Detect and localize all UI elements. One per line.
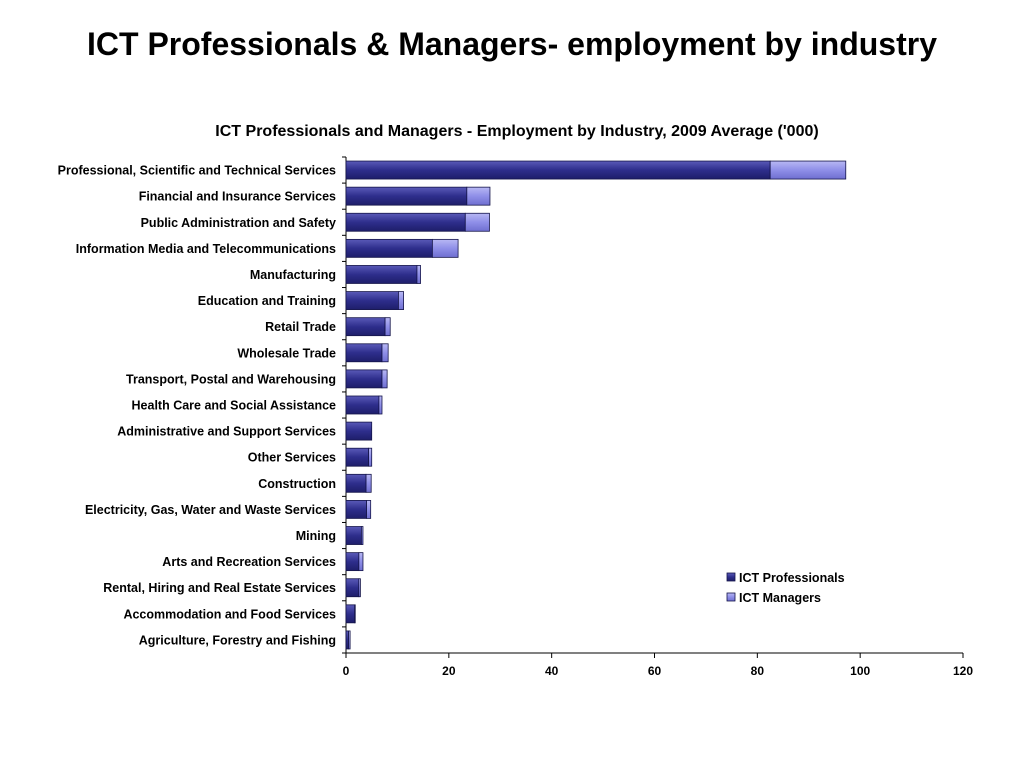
bar-ict-managers <box>466 186 491 206</box>
x-tick-label: 100 <box>850 664 870 678</box>
x-tick-label: 20 <box>442 664 456 678</box>
bar-ict-professionals <box>345 552 360 572</box>
bar-ict-professionals <box>345 212 466 232</box>
bar-ict-managers <box>431 238 459 258</box>
bar-ict-professionals <box>345 447 370 467</box>
bar-ict-professionals <box>345 160 771 180</box>
bar-ict-professionals <box>345 317 386 337</box>
legend-swatch-ict-managers <box>726 592 736 602</box>
category-label: Health Care and Social Assistance <box>132 399 337 413</box>
bar-ict-managers <box>378 395 383 415</box>
category-label: Electricity, Gas, Water and Waste Servic… <box>85 503 336 517</box>
legend-swatch-ict-professionals <box>726 572 736 582</box>
bar-ict-professionals <box>345 291 399 310</box>
bar-ict-managers <box>398 291 404 310</box>
bar-ict-managers <box>416 265 421 284</box>
category-label: Manufacturing <box>250 268 336 282</box>
bar-ict-managers <box>348 630 351 650</box>
bar-ict-professionals <box>345 526 362 545</box>
category-label: Administrative and Support Services <box>117 425 336 439</box>
bar-ict-professionals <box>345 343 383 363</box>
legend-label-ict-managers: ICT Managers <box>739 591 821 605</box>
category-label: Mining <box>296 529 336 543</box>
category-label: Agriculture, Forestry and Fishing <box>139 633 336 647</box>
bar-ict-professionals <box>345 238 433 258</box>
category-label: Transport, Postal and Warehousing <box>126 372 336 386</box>
x-tick-label: 120 <box>953 664 973 678</box>
bar-ict-managers <box>368 447 373 467</box>
x-tick-label: 80 <box>751 664 765 678</box>
category-label: Arts and Recreation Services <box>162 555 336 569</box>
bar-ict-managers <box>365 473 372 493</box>
bar-ict-managers <box>366 500 372 519</box>
bar-ict-managers <box>384 317 391 337</box>
bar-ict-professionals <box>345 369 383 389</box>
category-label: Financial and Insurance Services <box>139 190 336 204</box>
bar-ict-managers <box>358 578 361 598</box>
category-label: Rental, Hiring and Real Estate Services <box>103 581 336 595</box>
category-label: Public Administration and Safety <box>141 216 336 230</box>
x-tick-label: 60 <box>648 664 662 678</box>
bar-ict-managers <box>381 343 389 363</box>
category-label: Accommodation and Food Services <box>123 607 336 621</box>
bar-ict-professionals <box>345 500 367 519</box>
bar-ict-professionals <box>345 604 356 624</box>
category-label: Construction <box>258 477 336 491</box>
bar-ict-professionals <box>345 473 367 493</box>
plot-area: 0 20 40 60 80 100 120 Professional, Scientific … <box>58 156 973 678</box>
x-tick-label: 40 <box>545 664 559 678</box>
legend-label-ict-professionals: ICT Professionals <box>739 571 845 585</box>
category-label: Education and Training <box>198 294 336 308</box>
bar-ict-managers <box>769 160 847 180</box>
bar-ict-managers <box>361 526 364 545</box>
page-title: ICT Professionals & Managers- employment… <box>87 26 937 62</box>
bar-ict-managers <box>381 369 388 389</box>
bar-ict-professionals <box>345 265 418 284</box>
category-label: Professional, Scientific and Technical S… <box>58 164 336 178</box>
chart-legend: ICT Professionals ICT Managers <box>726 571 845 605</box>
bar-ict-professionals <box>345 421 373 441</box>
category-label: Other Services <box>248 451 336 465</box>
chart-title: ICT Professionals and Managers - Employm… <box>215 123 818 140</box>
category-label: Wholesale Trade <box>237 346 336 360</box>
category-label: Information Media and Telecommunications <box>76 242 336 256</box>
bar-ict-managers <box>464 212 490 232</box>
bar-ict-managers <box>354 604 356 624</box>
bar-ict-professionals <box>345 186 468 206</box>
x-tick-label: 0 <box>343 664 350 678</box>
category-label: Retail Trade <box>265 320 336 334</box>
bar-ict-professionals <box>345 395 380 415</box>
bar-ict-professionals <box>345 578 360 598</box>
bar-ict-managers <box>358 552 364 572</box>
